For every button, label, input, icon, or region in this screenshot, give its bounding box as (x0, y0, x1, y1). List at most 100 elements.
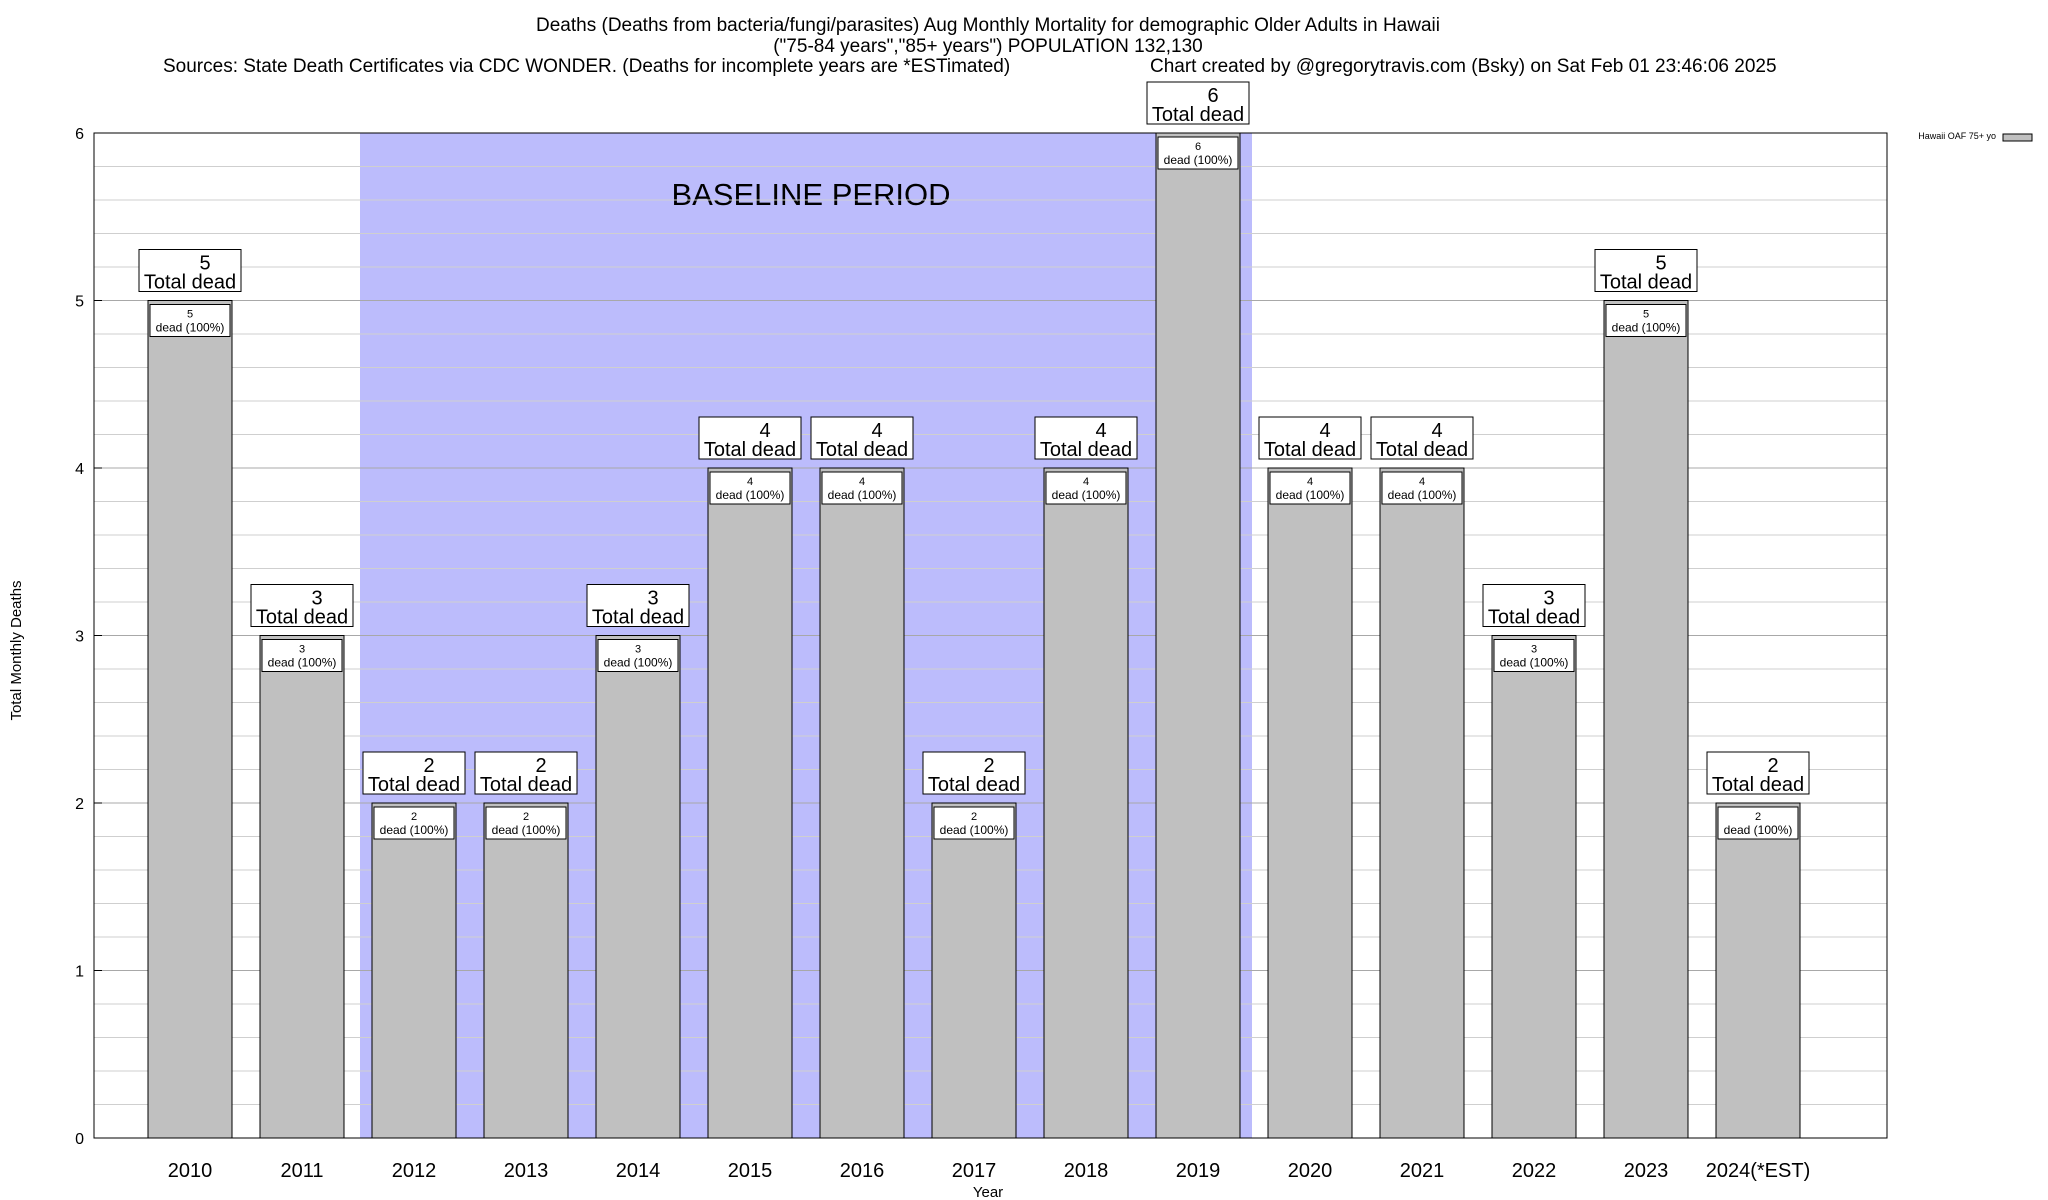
inner-label-value: 2 (523, 811, 529, 823)
bar-2010 (147, 300, 233, 1139)
y-tick-label: 4 (75, 461, 84, 478)
total-label-text: Total dead (368, 774, 460, 796)
y-tick-label: 3 (75, 629, 84, 646)
x-tick-label: 2010 (168, 1160, 213, 1182)
inner-label-text: dead (100%) (1500, 656, 1569, 670)
bar-2023 (1603, 300, 1689, 1139)
total-label-box (1146, 81, 1250, 125)
total-label-value: 4 (871, 420, 882, 442)
total-label-value: 3 (1543, 588, 1554, 610)
inner-label-box (1045, 471, 1127, 505)
total-label-box (1706, 751, 1810, 795)
bar-2011 (259, 635, 345, 1139)
x-axis-label: Year (973, 1184, 1003, 1200)
y-axis-label: Total Monthly Deaths (8, 580, 25, 720)
total-label-value: 5 (199, 253, 210, 275)
x-tick-label: 2016 (840, 1160, 885, 1182)
total-label-value: 5 (1655, 253, 1666, 275)
x-tick-label: 2023 (1624, 1160, 1669, 1182)
total-label-value: 2 (535, 755, 546, 777)
total-label-text: Total dead (1152, 104, 1244, 126)
inner-label-text: dead (100%) (1276, 488, 1345, 502)
inner-label-value: 3 (635, 644, 641, 656)
bar-2015 (707, 467, 793, 1139)
inner-label-text: dead (100%) (380, 823, 449, 837)
x-tick-label: 2015 (728, 1160, 773, 1182)
bar-2021 (1379, 467, 1465, 1139)
inner-label-box (1381, 471, 1463, 505)
inner-label-text: dead (100%) (1052, 488, 1121, 502)
total-label-box (1034, 416, 1138, 460)
total-label-text: Total dead (704, 439, 796, 461)
y-tick-label: 1 (75, 964, 84, 981)
total-label-value: 2 (1767, 755, 1778, 777)
inner-label-box (1157, 136, 1239, 170)
total-label-text: Total dead (592, 607, 684, 629)
inner-label-text: dead (100%) (604, 656, 673, 670)
inner-label-value: 5 (1643, 309, 1649, 321)
inner-label-value: 4 (1307, 476, 1313, 488)
baseline-label: BASELINE PERIOD (671, 177, 950, 212)
total-label-box (922, 751, 1026, 795)
x-tick-label: 2017 (952, 1160, 997, 1182)
total-label-text: Total dead (1712, 774, 1804, 796)
bar-2019 (1155, 132, 1241, 1139)
total-label-box (250, 584, 354, 627)
inner-label-box (821, 471, 903, 505)
chart-title: Deaths (Deaths from bacteria/fungi/paras… (536, 15, 1440, 36)
y-tick-label: 0 (75, 1131, 84, 1148)
inner-label-text: dead (100%) (940, 823, 1009, 837)
total-label-text: Total dead (256, 607, 348, 629)
total-label-box (1594, 249, 1698, 292)
x-tick-label: 2013 (504, 1160, 549, 1182)
total-label-value: 4 (1095, 420, 1106, 442)
y-tick-label: 2 (75, 796, 84, 813)
bar-2016 (819, 467, 905, 1139)
inner-label-box (1493, 639, 1575, 672)
inner-label-box (597, 639, 679, 672)
total-label-value: 3 (311, 588, 322, 610)
inner-label-value: 2 (971, 811, 977, 823)
chart-sources: Sources: State Death Certificates via CD… (163, 56, 1010, 77)
total-label-text: Total dead (816, 439, 908, 461)
inner-label-text: dead (100%) (268, 656, 337, 670)
inner-label-text: dead (100%) (1164, 153, 1233, 167)
inner-label-box (373, 806, 455, 840)
bar-2024(*EST) (1715, 802, 1801, 1139)
legend-label: Hawaii OAF 75+ yo (1918, 131, 1996, 141)
inner-label-value: 3 (299, 644, 305, 656)
inner-label-box (1717, 806, 1799, 840)
total-label-text: Total dead (1376, 439, 1468, 461)
total-label-value: 6 (1207, 85, 1218, 107)
chart-header: Deaths (Deaths from bacteria/fungi/paras… (163, 15, 1777, 77)
x-tick-label: 2024(*EST) (1706, 1160, 1811, 1182)
inner-label-text: dead (100%) (156, 321, 225, 335)
bar-2018 (1043, 467, 1129, 1139)
inner-label-value: 4 (747, 476, 753, 488)
total-label-box (586, 584, 690, 627)
legend: Hawaii OAF 75+ yo (1918, 131, 2033, 142)
total-label-box (474, 751, 578, 795)
inner-label-value: 6 (1195, 141, 1201, 153)
x-tick-label: 2011 (280, 1160, 323, 1182)
total-label-box (698, 416, 802, 460)
x-tick-label: 2021 (1400, 1160, 1445, 1182)
